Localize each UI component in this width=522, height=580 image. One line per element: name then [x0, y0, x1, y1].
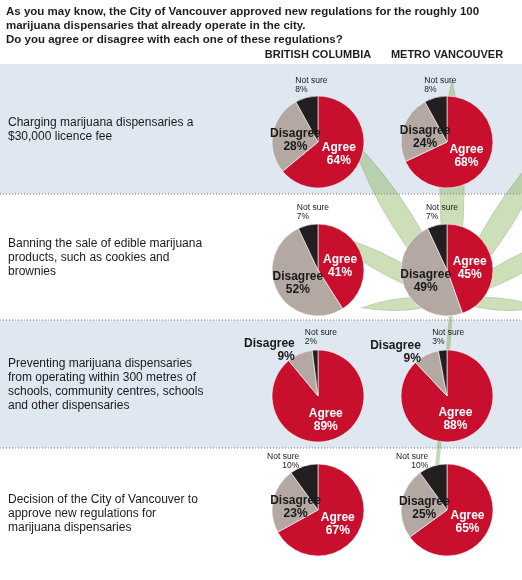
pie [401, 464, 493, 556]
slice-value: 7% [426, 211, 439, 221]
slice-value: 25% [412, 507, 436, 521]
slice-value: 64% [327, 153, 351, 167]
text-line: from operating within 300 metres of [8, 370, 197, 384]
row-separator [0, 320, 522, 321]
pie [272, 96, 364, 188]
slice-value: 49% [414, 280, 438, 294]
background [0, 64, 522, 448]
slice-value: 23% [284, 506, 308, 520]
text-line: marijuana dispensaries [8, 520, 131, 534]
slice-value: 68% [454, 155, 478, 169]
pie [272, 224, 364, 316]
title: As you may know, the City of Vancouver a… [6, 5, 479, 31]
text-line: approve new regulations for [8, 506, 156, 520]
row-band [0, 64, 522, 194]
pie-labels: Agree68%Disagree24%Not sure8% [400, 75, 484, 170]
slice-value: 9% [404, 351, 422, 365]
row-separator [0, 448, 522, 449]
pie-slice [401, 350, 493, 442]
slice-category: Agree [438, 405, 472, 419]
text-line: products, such as cookies and [8, 250, 169, 264]
pie-labels: Agree88%Disagree9%Not sure3% [370, 327, 473, 432]
slice-value: 8% [424, 84, 437, 94]
text-line: brownies [8, 264, 56, 278]
pie-slice [428, 224, 447, 270]
slice-category: Disagree [399, 494, 450, 508]
pie-slice [272, 350, 364, 442]
slice-category: Agree [322, 140, 356, 154]
pie-labels: Agree65%Disagree25%Not sure10% [396, 451, 485, 535]
slice-value: 65% [455, 521, 479, 535]
slice-value: 7% [297, 211, 310, 221]
slice-category: Agree [449, 142, 483, 156]
text-line: and other dispensaries [8, 398, 129, 412]
slice-value: 88% [443, 418, 467, 432]
slice-category: Agree [450, 508, 484, 522]
slice-value: 3% [432, 336, 445, 346]
slice-value: 45% [458, 267, 482, 281]
pie [401, 350, 493, 442]
slice-category: Agree [453, 254, 487, 268]
slice-value: 10% [411, 460, 428, 470]
text-line: schools, community centres, schools [8, 384, 203, 398]
slice-value: 41% [328, 265, 352, 279]
slice-category: Disagree [270, 126, 321, 140]
slice-category: Agree [321, 510, 355, 524]
pie [272, 464, 364, 556]
slice-value: 2% [305, 336, 318, 346]
title: Do you agree or disagree with each one o… [6, 33, 343, 45]
column-header: BRITISH COLUMBIA [265, 48, 371, 60]
slice-category: Disagree [272, 269, 323, 283]
slice-category: Disagree [270, 493, 321, 507]
text-line: Decision of the City of Vancouver to [8, 492, 198, 506]
slice-category: Disagree [400, 267, 451, 281]
slice-value: 8% [295, 84, 308, 94]
slice-value: 28% [283, 139, 307, 153]
row-label: Banning the sale of edible marijuanaprod… [8, 236, 202, 278]
row-label: Decision of the City of Vancouver toappr… [8, 492, 198, 534]
text-line: Preventing marijuana dispensaries [8, 356, 192, 370]
text-line: As you may know, the City of Vancouver a… [6, 5, 479, 17]
pie [401, 224, 493, 316]
pie-labels: Agree89%Disagree9%Not sure2% [244, 327, 343, 433]
slice-category: Disagree [244, 336, 295, 350]
pie-slice [298, 224, 318, 270]
pie-slice [438, 350, 447, 396]
text-line: Do you agree or disagree with each one o… [6, 33, 343, 45]
slice-value: 52% [286, 282, 310, 296]
slice-category: Agree [323, 252, 357, 266]
row-label: Charging marijuana dispensaries a$30,000… [8, 115, 194, 143]
pie-slice [401, 228, 462, 316]
text-line: $30,000 licence fee [8, 129, 112, 143]
pie-slice [312, 350, 318, 396]
text-line: Banning the sale of edible marijuana [8, 236, 202, 250]
row-band [0, 320, 522, 448]
column-header: METRO VANCOUVER [391, 48, 503, 60]
pie-labels: Agree64%Disagree28%Not sure8% [270, 75, 356, 167]
text-line: Charging marijuana dispensaries a [8, 115, 194, 129]
pie [401, 96, 493, 188]
slice-category: Agree [309, 406, 343, 420]
slice-value: 24% [413, 136, 437, 150]
pie-labels: Agree45%Disagree49%Not sure7% [400, 202, 487, 294]
slice-category: Disagree [400, 123, 451, 137]
pie-labels: Agree41%Disagree52%Not sure7% [272, 202, 357, 296]
slice-value: 10% [282, 460, 299, 470]
slice-category: Disagree [370, 338, 421, 352]
text-line: marijuana dispensaries that already oper… [6, 19, 306, 31]
pie-labels: Agree67%Disagree23%Not sure10% [267, 451, 355, 536]
pie [272, 350, 364, 442]
slice-value: 9% [277, 349, 295, 363]
infographic: As you may know, the City of Vancouver a… [0, 0, 522, 580]
slice-value: 89% [314, 419, 338, 433]
row-label: Preventing marijuana dispensariesfrom op… [8, 356, 203, 412]
slice-value: 67% [326, 523, 350, 537]
